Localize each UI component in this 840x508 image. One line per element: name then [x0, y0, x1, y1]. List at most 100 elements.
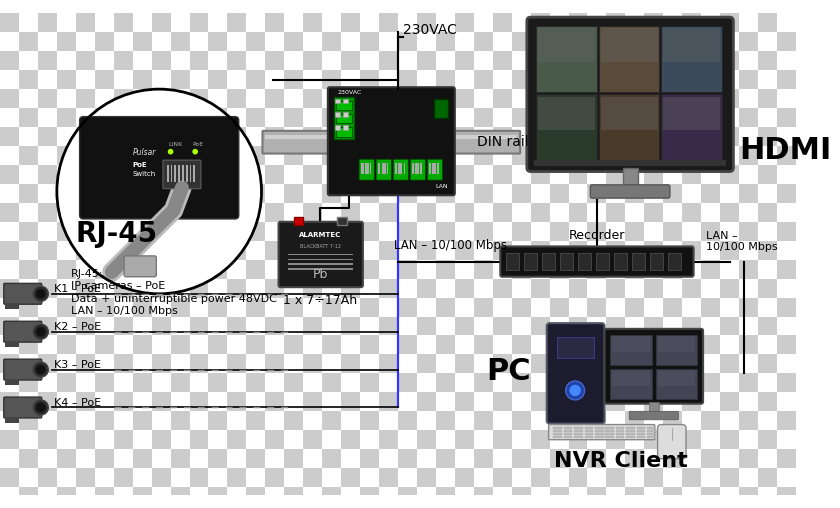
- Bar: [19, 430, 38, 449]
- Bar: [57, 298, 76, 316]
- Bar: [606, 355, 625, 373]
- Bar: [682, 373, 701, 392]
- Bar: [569, 222, 587, 241]
- Bar: [493, 241, 512, 260]
- Bar: [682, 33, 701, 51]
- Bar: [113, 70, 133, 89]
- Bar: [38, 241, 57, 260]
- Bar: [303, 241, 323, 260]
- Bar: [379, 241, 398, 260]
- Bar: [303, 222, 323, 241]
- Bar: [379, 184, 398, 203]
- Bar: [228, 392, 246, 411]
- Bar: [323, 13, 341, 33]
- Bar: [436, 89, 454, 108]
- Bar: [208, 430, 228, 449]
- Bar: [171, 316, 190, 335]
- Bar: [398, 278, 417, 298]
- Bar: [19, 335, 38, 355]
- Bar: [664, 146, 682, 165]
- Bar: [578, 253, 591, 270]
- Bar: [38, 89, 57, 108]
- Bar: [167, 165, 169, 182]
- Bar: [682, 13, 701, 33]
- Bar: [454, 316, 474, 335]
- Bar: [379, 222, 398, 241]
- Bar: [399, 163, 400, 174]
- Bar: [417, 373, 436, 392]
- Bar: [208, 165, 228, 184]
- Bar: [171, 33, 190, 51]
- Bar: [739, 316, 758, 335]
- Bar: [151, 373, 171, 392]
- Bar: [19, 260, 38, 278]
- Bar: [664, 33, 682, 51]
- Bar: [113, 449, 133, 468]
- Bar: [171, 222, 190, 241]
- Bar: [739, 487, 758, 506]
- Bar: [549, 335, 569, 355]
- Bar: [360, 222, 379, 241]
- Bar: [474, 335, 493, 355]
- Bar: [493, 335, 512, 355]
- Bar: [720, 449, 739, 468]
- Bar: [606, 298, 625, 316]
- Bar: [379, 203, 398, 222]
- Bar: [739, 70, 758, 89]
- Bar: [265, 33, 284, 51]
- Bar: [341, 298, 360, 316]
- Bar: [113, 127, 133, 146]
- Bar: [288, 264, 354, 265]
- Bar: [284, 468, 303, 487]
- Bar: [587, 392, 606, 411]
- Bar: [701, 278, 720, 298]
- Bar: [595, 427, 604, 429]
- Bar: [133, 411, 151, 430]
- Bar: [323, 51, 341, 70]
- FancyBboxPatch shape: [124, 256, 156, 277]
- Bar: [758, 430, 777, 449]
- Bar: [493, 278, 512, 298]
- Bar: [474, 392, 493, 411]
- Bar: [360, 449, 379, 468]
- Bar: [76, 203, 95, 222]
- Bar: [454, 165, 474, 184]
- Bar: [454, 203, 474, 222]
- Bar: [664, 487, 682, 506]
- Bar: [303, 165, 323, 184]
- Bar: [720, 108, 739, 127]
- Bar: [664, 373, 682, 392]
- Bar: [398, 411, 417, 430]
- Bar: [246, 165, 265, 184]
- Bar: [739, 411, 758, 430]
- Bar: [95, 260, 113, 278]
- Bar: [323, 222, 341, 241]
- Bar: [246, 89, 265, 108]
- Bar: [246, 184, 265, 203]
- Bar: [417, 203, 436, 222]
- Bar: [303, 70, 323, 89]
- Bar: [360, 146, 379, 165]
- Bar: [151, 487, 171, 506]
- Bar: [569, 13, 587, 33]
- Bar: [701, 146, 720, 165]
- Bar: [549, 13, 569, 33]
- Circle shape: [33, 362, 49, 377]
- Text: Pb: Pb: [312, 268, 328, 281]
- Bar: [360, 165, 379, 184]
- Bar: [664, 316, 682, 335]
- Bar: [429, 163, 430, 174]
- Bar: [647, 436, 656, 438]
- Bar: [569, 203, 587, 222]
- Bar: [701, 298, 720, 316]
- Bar: [549, 108, 569, 127]
- Bar: [758, 70, 777, 89]
- Bar: [777, 411, 796, 430]
- Bar: [644, 89, 664, 108]
- Bar: [360, 316, 379, 335]
- Bar: [303, 89, 323, 108]
- Bar: [587, 298, 606, 316]
- Bar: [19, 165, 38, 184]
- Bar: [433, 163, 434, 174]
- Bar: [664, 108, 682, 127]
